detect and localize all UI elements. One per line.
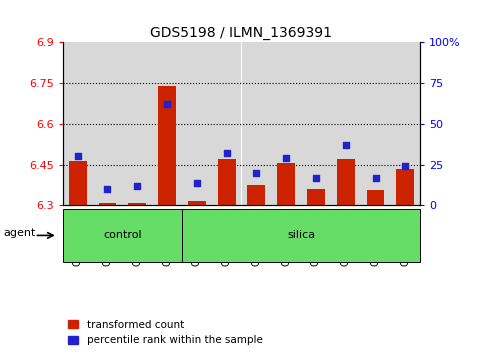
Point xyxy=(282,155,290,161)
Bar xyxy=(93,42,122,205)
Bar xyxy=(242,42,271,205)
Bar xyxy=(182,42,212,205)
Point xyxy=(104,186,112,192)
Point xyxy=(312,175,320,181)
Bar xyxy=(271,42,301,205)
Bar xyxy=(397,169,414,205)
Title: GDS5198 / ILMN_1369391: GDS5198 / ILMN_1369391 xyxy=(151,26,332,40)
Bar xyxy=(152,42,182,205)
Text: control: control xyxy=(103,230,142,240)
Bar xyxy=(188,201,206,205)
Bar xyxy=(337,159,355,205)
Bar xyxy=(63,209,182,262)
Bar xyxy=(361,42,390,205)
Point xyxy=(253,170,260,176)
Text: agent: agent xyxy=(3,228,36,238)
Point xyxy=(342,142,350,148)
Bar xyxy=(63,42,93,205)
Bar xyxy=(367,190,384,205)
Text: silica: silica xyxy=(287,230,315,240)
Point xyxy=(223,150,230,156)
Point xyxy=(401,164,409,169)
Bar xyxy=(128,202,146,205)
Bar xyxy=(390,42,420,205)
Point xyxy=(74,154,82,159)
Bar xyxy=(99,202,116,205)
Bar xyxy=(331,42,361,205)
Bar xyxy=(218,159,236,205)
Point xyxy=(193,180,201,185)
Point xyxy=(372,175,380,181)
Bar xyxy=(307,189,325,205)
Bar xyxy=(212,42,242,205)
Bar xyxy=(277,163,295,205)
Bar xyxy=(247,185,265,205)
Bar xyxy=(122,42,152,205)
Bar xyxy=(158,86,176,205)
Point xyxy=(133,183,141,189)
Bar xyxy=(69,161,86,205)
Legend: transformed count, percentile rank within the sample: transformed count, percentile rank withi… xyxy=(68,320,263,345)
Point xyxy=(163,102,171,107)
Bar xyxy=(182,209,420,262)
Bar xyxy=(301,42,331,205)
